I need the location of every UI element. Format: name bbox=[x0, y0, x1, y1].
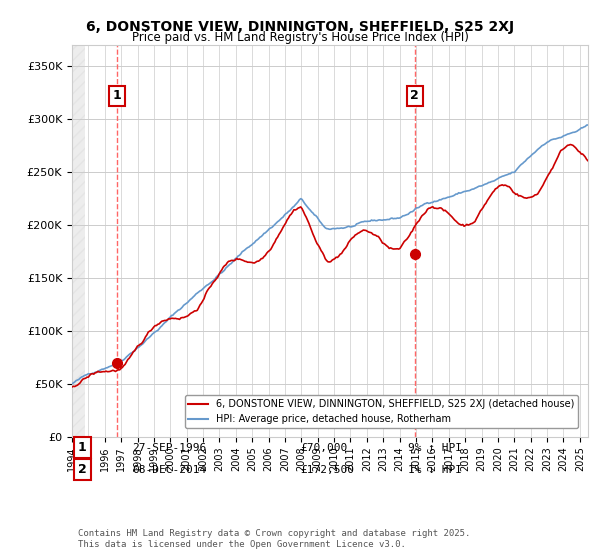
Bar bbox=[72, 45, 85, 437]
Text: 2: 2 bbox=[78, 463, 87, 476]
Text: Contains HM Land Registry data © Crown copyright and database right 2025.
This d: Contains HM Land Registry data © Crown c… bbox=[78, 529, 470, 549]
Text: 9% ↑ HPI: 9% ↑ HPI bbox=[408, 443, 462, 453]
Text: 1: 1 bbox=[78, 441, 87, 454]
Text: £172,500: £172,500 bbox=[300, 465, 354, 475]
Text: 27-SEP-1996: 27-SEP-1996 bbox=[132, 443, 206, 453]
Text: 1% ↓ HPI: 1% ↓ HPI bbox=[408, 465, 462, 475]
Text: 6, DONSTONE VIEW, DINNINGTON, SHEFFIELD, S25 2XJ: 6, DONSTONE VIEW, DINNINGTON, SHEFFIELD,… bbox=[86, 20, 514, 34]
Text: £70,000: £70,000 bbox=[300, 443, 347, 453]
Text: Price paid vs. HM Land Registry's House Price Index (HPI): Price paid vs. HM Land Registry's House … bbox=[131, 31, 469, 44]
Text: 08-DEC-2014: 08-DEC-2014 bbox=[132, 465, 206, 475]
Text: 2: 2 bbox=[410, 89, 419, 102]
Legend: 6, DONSTONE VIEW, DINNINGTON, SHEFFIELD, S25 2XJ (detached house), HPI: Average : 6, DONSTONE VIEW, DINNINGTON, SHEFFIELD,… bbox=[185, 395, 578, 428]
Text: 1: 1 bbox=[113, 89, 121, 102]
